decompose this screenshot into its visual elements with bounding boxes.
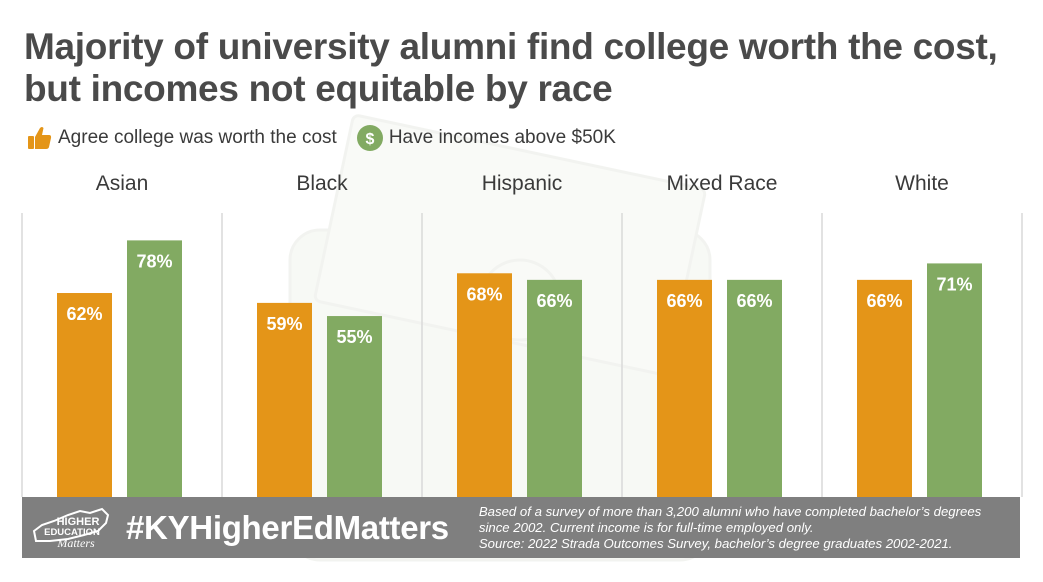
bar-agree [857, 279, 912, 497]
svg-text:HIGHER: HIGHER [57, 516, 100, 528]
note-line-3: Source: 2022 Strada Outcomes Survey, bac… [478, 535, 953, 551]
bar-income [127, 240, 182, 497]
bar-income [527, 279, 582, 497]
dollar-circle-icon: $ [356, 125, 383, 151]
legend-label-agree: Agree college was worth the cost [58, 127, 337, 148]
data-label: 66% [536, 291, 572, 311]
category-label: White [895, 172, 949, 195]
bar-agree [57, 293, 112, 497]
data-label: 66% [736, 291, 772, 311]
source-notes: Based of a survey of more than 3,200 alu… [479, 504, 981, 552]
chart-title: Majority of university alumni find colle… [24, 26, 1024, 110]
category-label: Mixed Race [667, 172, 778, 195]
title-line-1: Majority of university alumni find colle… [24, 26, 998, 67]
thumbs-up-icon [28, 127, 52, 149]
bar-agree [657, 279, 712, 497]
hashtag: #KYHigherEdMatters [126, 508, 449, 546]
legend-item-agree: Agree college was worth the cost [24, 123, 337, 153]
data-label: 78% [136, 251, 172, 271]
data-label: 68% [466, 284, 502, 304]
category-label: Hispanic [482, 172, 563, 195]
data-label: 66% [666, 291, 702, 311]
legend-item-income: $ Have incomes above $50K [355, 123, 616, 153]
svg-text:Matters: Matters [56, 536, 95, 550]
data-label: 66% [866, 291, 902, 311]
higher-education-matters-logo: HIGHER EDUCATION Matters [28, 501, 114, 555]
title-line-2: but incomes not equitable by race [24, 68, 613, 109]
data-label: 59% [266, 314, 302, 334]
bar-income [927, 263, 982, 497]
legend-label-income: Have incomes above $50K [388, 127, 616, 148]
svg-text:$: $ [365, 131, 374, 148]
data-label: 62% [66, 304, 102, 324]
data-label: 71% [936, 274, 972, 294]
kentucky-logo-icon: HIGHER EDUCATION Matters [32, 507, 110, 550]
note-line-1: Based of a survey of more than 3,200 alu… [478, 503, 982, 519]
bar-income [727, 279, 782, 497]
footer-banner: HIGHER EDUCATION Matters #KYHigherEdMatt… [22, 497, 1020, 558]
category-label: Black [296, 172, 348, 195]
data-label: 55% [336, 327, 372, 347]
category-label: Asian [96, 172, 149, 195]
bar-agree [457, 273, 512, 497]
bar-agree [257, 302, 312, 497]
bar-income [327, 316, 382, 497]
svg-text:EDUCATION: EDUCATION [44, 527, 100, 538]
note-line-2: since 2002. Current income is for full-t… [478, 519, 814, 535]
legend: Agree college was worth the cost $ Have … [24, 123, 634, 153]
